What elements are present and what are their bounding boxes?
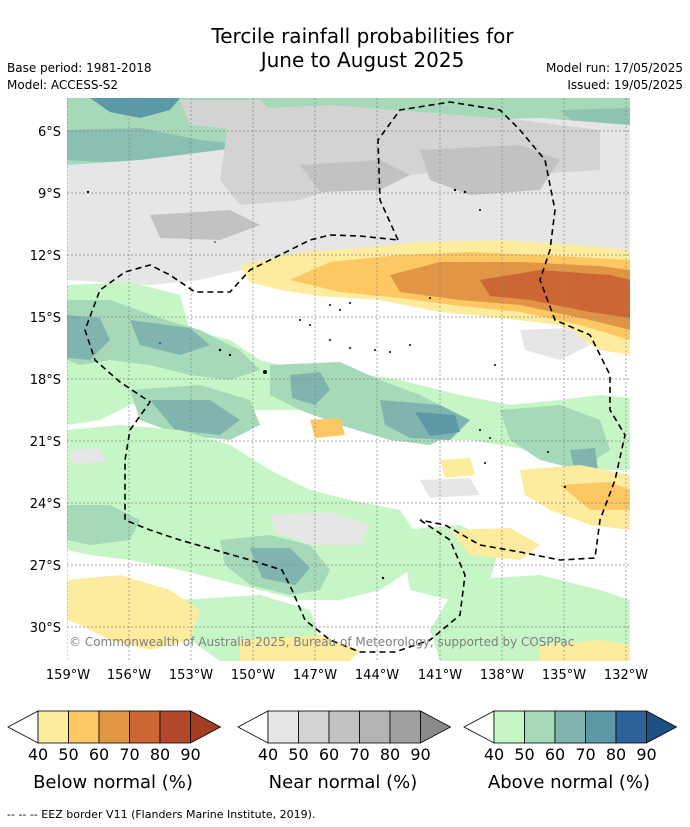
latitude-labels: 6°S 9°S 12°S 15°S 18°S 21°S 24°S 27°S 30… xyxy=(30,125,61,636)
chart-title: Tercile rainfall probabilities for June … xyxy=(160,24,565,72)
colorbar-extend-low xyxy=(7,710,39,744)
map-area: © Commonwealth of Australia 2025, Bureau… xyxy=(67,98,630,661)
colorbar-tick-label: 80 xyxy=(606,745,626,764)
colorbar-segment xyxy=(389,710,421,744)
title-line-1: Tercile rainfall probabilities for xyxy=(211,24,514,48)
colorbar-tick-label: 50 xyxy=(58,745,78,764)
issued-date-text: Issued: 19/05/2025 xyxy=(567,78,683,92)
lon-label: 156°W xyxy=(107,668,151,683)
colorbar-tick-label: 50 xyxy=(514,745,534,764)
lat-label: 12°S xyxy=(30,249,61,264)
model-run-text: Model run: 17/05/2025 xyxy=(545,61,683,75)
colorbar-tick-label: 40 xyxy=(484,745,504,764)
colorbar-extend-low xyxy=(463,710,495,744)
colorbar-segment xyxy=(68,710,100,744)
eez-legend-footer: -- -- -- EEZ border V11 (Flanders Marine… xyxy=(7,808,316,821)
lat-label: 24°S xyxy=(30,497,61,512)
base-period-text: Base period: 1981-2018 xyxy=(7,61,152,75)
colorbar-segment xyxy=(37,710,69,744)
lat-label: 18°S xyxy=(30,373,61,388)
below-normal-colorbar: 40 50 60 70 80 90 xyxy=(7,710,222,764)
colorbar-segment xyxy=(159,710,191,744)
lon-label: 141°W xyxy=(418,668,462,683)
below-normal-title: Below normal (%) xyxy=(33,772,193,793)
lon-label: 135°W xyxy=(542,668,586,683)
colorbar-tick-label: 70 xyxy=(349,745,369,764)
colorbar-extend-high xyxy=(646,710,678,744)
colorbar-segment xyxy=(267,710,299,744)
model-info-left: Base period: 1981-2018 Model: ACCESS-S2 xyxy=(7,60,152,94)
colorbar-extend-high xyxy=(190,710,222,744)
lat-label: 9°S xyxy=(38,187,61,202)
eez-borders xyxy=(84,101,626,653)
colorbar-extend-low xyxy=(237,710,269,744)
colorbar-segment xyxy=(298,710,330,744)
lon-label: 147°W xyxy=(293,668,337,683)
colorbar-tick-label: 60 xyxy=(319,745,339,764)
colorbar-tick-label: 90 xyxy=(410,745,430,764)
lat-label: 30°S xyxy=(30,621,61,636)
colorbar-segment xyxy=(98,710,130,744)
lat-label: 21°S xyxy=(30,435,61,450)
colorbar-extend-high xyxy=(420,710,452,744)
above-normal-title: Above normal (%) xyxy=(487,772,651,793)
lon-label: 159°W xyxy=(46,668,90,683)
lat-label: 27°S xyxy=(30,559,61,574)
colorbar-tick-label: 80 xyxy=(380,745,400,764)
colorbars: 40 50 60 70 80 90 40 50 60 70 80 90 40 50 60 70 80 90 xyxy=(7,710,678,764)
near-normal-title: Near normal (%) xyxy=(268,772,418,793)
lon-label: 132°W xyxy=(604,668,648,683)
lat-label: 6°S xyxy=(38,125,61,140)
colorbar-tick-label: 60 xyxy=(545,745,565,764)
colorbar-tick-label: 50 xyxy=(288,745,308,764)
colorbar-tick-label: 60 xyxy=(89,745,109,764)
colorbar-segment xyxy=(524,710,556,744)
near-normal-colorbar: 40 50 60 70 80 90 xyxy=(237,710,452,764)
grid-lines xyxy=(67,98,630,661)
colorbar-segment xyxy=(585,710,617,744)
model-name-text: Model: ACCESS-S2 xyxy=(7,78,119,92)
colorbar-tick-label: 40 xyxy=(28,745,48,764)
colorbar-tick-label: 40 xyxy=(258,745,278,764)
lon-label: 138°W xyxy=(480,668,524,683)
copyright-text: © Commonwealth of Australia 2025, Bureau… xyxy=(69,635,574,649)
lon-label: 153°W xyxy=(169,668,213,683)
colorbar-tick-label: 90 xyxy=(180,745,200,764)
lat-label: 15°S xyxy=(30,311,61,326)
colorbar-segment xyxy=(129,710,161,744)
islands xyxy=(86,188,567,580)
model-info-right: Model run: 17/05/2025 Issued: 19/05/2025 xyxy=(546,60,683,94)
colorbar-tick-label: 80 xyxy=(150,745,170,764)
colorbar-segment xyxy=(554,710,586,744)
title-line-2: June to August 2025 xyxy=(260,48,465,72)
above-normal-colorbar: 40 50 60 70 80 90 xyxy=(463,710,678,764)
lon-label: 144°W xyxy=(355,668,399,683)
longitude-labels: 159°W 156°W 153°W 150°W 147°W 144°W 141°… xyxy=(46,668,648,683)
colorbar-segment xyxy=(493,710,525,744)
colorbar-segment xyxy=(359,710,391,744)
lon-label: 150°W xyxy=(231,668,275,683)
colorbar-tick-label: 90 xyxy=(636,745,656,764)
colorbar-tick-label: 70 xyxy=(575,745,595,764)
colorbar-segment xyxy=(615,710,647,744)
colorbar-tick-label: 70 xyxy=(119,745,139,764)
colorbar-segment xyxy=(328,710,360,744)
